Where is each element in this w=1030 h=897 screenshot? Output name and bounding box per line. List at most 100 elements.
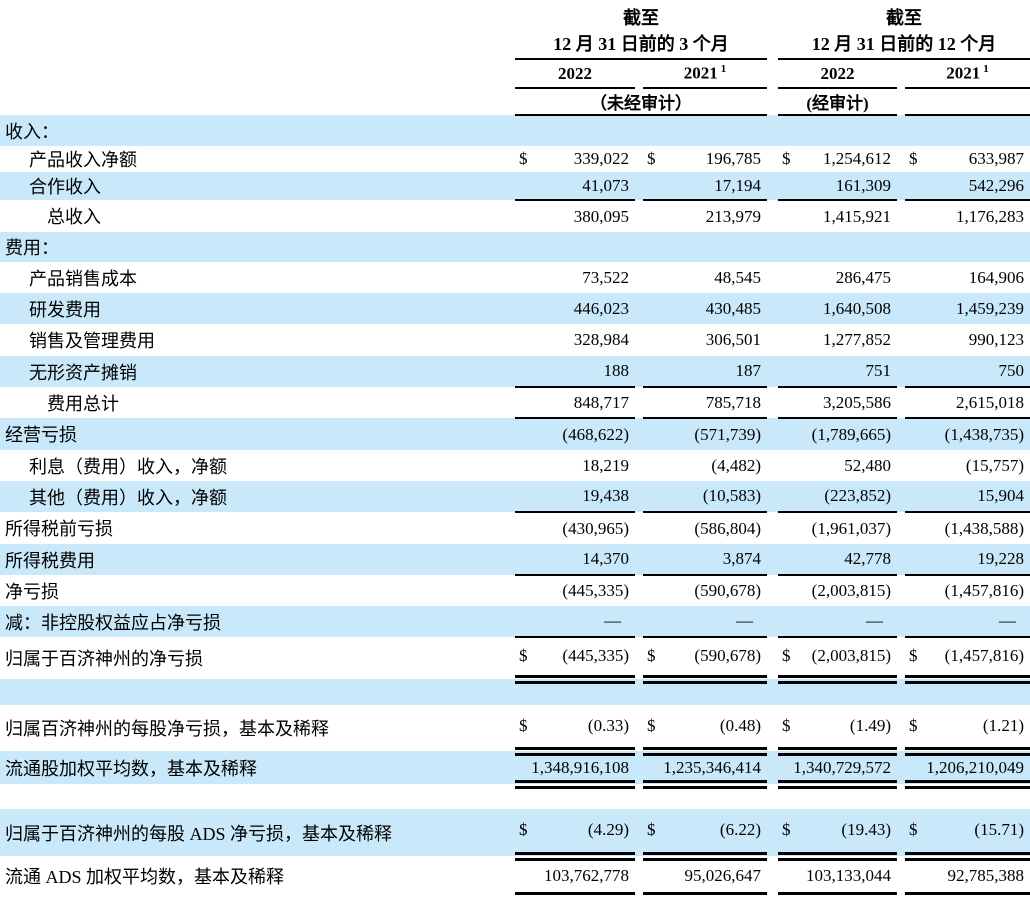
value-text: — — [999, 611, 1016, 630]
column-gap — [635, 544, 643, 575]
column-gap — [767, 705, 778, 751]
value-text: (0.48) — [719, 715, 761, 735]
value-cell: (1,961,037) — [778, 512, 897, 544]
audit-note-empty — [905, 88, 1030, 116]
column-gap — [635, 418, 643, 450]
currency-symbol: $ — [647, 149, 656, 168]
column-gap — [897, 146, 905, 172]
value-cell: 1,415,921 — [778, 200, 897, 232]
column-gap — [767, 0, 778, 30]
column-gap — [767, 679, 778, 705]
year-label: 2022 — [820, 63, 855, 83]
value-text: (445,335) — [562, 646, 629, 666]
value-text: 42,778 — [844, 549, 891, 568]
value-cell: $196,785 — [643, 146, 767, 172]
currency-symbol: $ — [519, 715, 528, 735]
column-gap — [635, 751, 643, 784]
currency-symbol: $ — [782, 715, 791, 735]
value-text: — — [736, 611, 753, 630]
currency-symbol: $ — [782, 820, 791, 840]
value-cell: 2,615,018 — [905, 387, 1030, 419]
value-cell: (1,789,665) — [778, 418, 897, 450]
column-gap — [767, 115, 778, 146]
value-text: (19.43) — [841, 820, 891, 840]
column-gap — [897, 575, 905, 606]
value-text: 328,984 — [573, 330, 629, 349]
value-cell: $ (6.22) — [643, 809, 767, 861]
value-text: 990,123 — [968, 330, 1024, 349]
table-row: 研发费用 446,023 430,485 1,640,508 1,459,239 — [0, 293, 1030, 324]
value-cell — [515, 679, 635, 705]
period-label-12mo: 12 月 31 日前的 12 个月 — [778, 30, 1030, 60]
table-row: 所得税费用 14,370 3,874 42,778 19,228 — [0, 544, 1030, 576]
column-gap — [897, 809, 905, 856]
column-gap — [635, 172, 643, 200]
value-cell: $ (0.48) — [643, 705, 767, 756]
table-row: 流通 ADS 加权平均数，基本及稀释 103,762,778 95,026,647 1… — [0, 856, 1030, 897]
value-cell: 17,194 — [643, 172, 767, 201]
value-text: 306,501 — [705, 330, 761, 349]
column-gap — [635, 293, 643, 324]
column-gap — [897, 679, 905, 705]
value-cell — [905, 679, 1030, 705]
column-gap — [767, 809, 778, 856]
value-cell: $339,022 — [515, 146, 635, 172]
value-cell: 103,762,778 — [515, 856, 635, 897]
value-text: 41,073 — [582, 175, 629, 195]
value-text: — — [604, 611, 621, 630]
column-gap — [767, 59, 778, 88]
value-text: (586,804) — [694, 518, 761, 538]
column-gap — [767, 637, 778, 679]
table-row: 归属于百济神州的净亏损 $ (445,335) $ (590,678) $ (2,003,8… — [0, 637, 1030, 684]
value-text: 2,615,018 — [956, 392, 1024, 412]
table-row: 减：非控股权益应占净亏损 — — — — — [0, 606, 1030, 638]
value-cell: 990,123 — [905, 324, 1030, 356]
period-label-3mo: 12 月 31 日前的 3 个月 — [515, 30, 767, 60]
column-gap — [897, 324, 905, 356]
value-cell: 19,228 — [905, 544, 1030, 576]
row-label: 无形资产摊销 — [29, 362, 137, 383]
table-row: 归属于百济神州的每股 ADS 净亏损，基本及稀释 $ (4.29) $ (6.22) $ (… — [0, 809, 1030, 861]
currency-symbol: $ — [782, 149, 791, 168]
value-text: 1,176,283 — [956, 206, 1024, 226]
value-text: 48,545 — [714, 267, 761, 287]
value-cell: 1,176,283 — [905, 200, 1030, 232]
column-gap — [767, 262, 778, 293]
value-cell — [905, 232, 1030, 262]
column-gap — [635, 450, 643, 481]
column-gap — [635, 200, 643, 232]
column-gap — [767, 450, 778, 481]
table-row — [0, 784, 1030, 809]
value-cell: (445,335) — [515, 575, 635, 606]
value-text: 188 — [603, 361, 630, 380]
value-cell: 1,206,210,049 — [905, 751, 1030, 789]
value-text: (1,961,037) — [811, 518, 891, 538]
column-gap — [897, 356, 905, 387]
column-gap — [897, 481, 905, 512]
audit-note-audited: (经审计) — [778, 88, 897, 116]
value-cell: 1,235,346,414 — [643, 751, 767, 789]
column-gap — [897, 232, 905, 262]
value-text: (590,678) — [694, 646, 761, 666]
value-text: 187 — [735, 361, 762, 380]
column-gap — [897, 512, 905, 544]
value-text: 286,475 — [835, 267, 891, 287]
value-text: 14,370 — [582, 549, 629, 568]
column-gap — [897, 262, 905, 293]
currency-symbol: $ — [647, 715, 656, 735]
footnote-marker: 1 — [720, 63, 727, 76]
value-text: (1.49) — [849, 715, 891, 735]
value-text: 751 — [865, 361, 892, 380]
value-text: (430,965) — [562, 518, 629, 538]
year-label: 2022 — [558, 63, 592, 83]
column-gap — [767, 88, 778, 115]
row-label: 合作收入 — [29, 177, 101, 197]
value-cell: 750 — [905, 356, 1030, 388]
column-gap — [635, 679, 643, 705]
value-text: 92,785,388 — [947, 866, 1025, 885]
value-text: 196,785 — [705, 149, 761, 168]
currency-symbol: $ — [782, 646, 791, 666]
value-text: 95,026,647 — [684, 866, 762, 885]
column-gap — [635, 705, 643, 751]
table-row: 所得税前亏损 (430,965) (586,804) (1,961,037) (1,43… — [0, 512, 1030, 544]
